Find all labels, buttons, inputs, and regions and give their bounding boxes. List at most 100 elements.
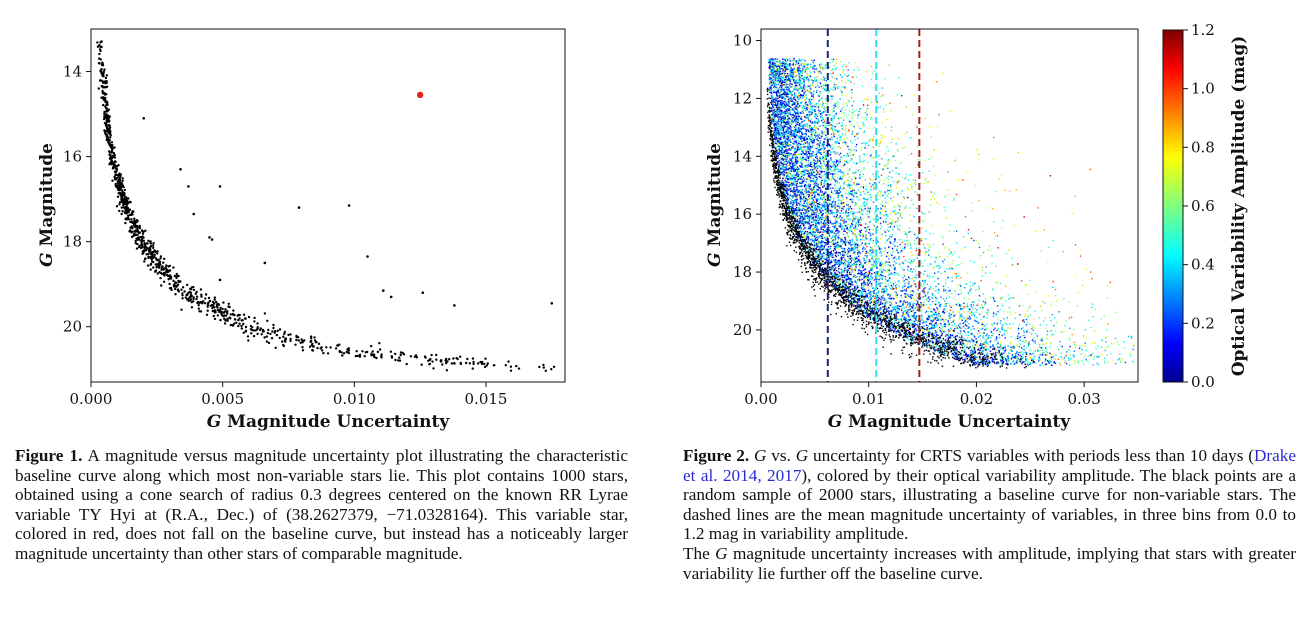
variable-star-point — [906, 313, 908, 315]
baseline-star-point — [135, 247, 139, 250]
variable-star-point — [859, 191, 862, 194]
baseline-star-point — [103, 92, 106, 95]
baseline-star-point — [295, 334, 298, 338]
variable-star-point — [947, 324, 949, 326]
variable-star-point — [926, 293, 929, 295]
variable-star-point — [785, 109, 787, 111]
variable-star-point — [823, 270, 825, 272]
variable-star-point — [795, 118, 798, 121]
variable-star-point — [918, 310, 920, 312]
variable-star-point — [805, 94, 807, 97]
variable-star-point — [857, 246, 859, 248]
variable-star-point — [840, 240, 842, 243]
variable-star-point — [781, 81, 783, 84]
variable-star-point — [864, 160, 866, 162]
variable-star-point — [935, 265, 938, 267]
variable-star-point — [976, 320, 978, 323]
variable-star-point — [857, 260, 860, 262]
variable-star-point — [792, 89, 795, 92]
variable-star-point — [788, 179, 790, 181]
baseline-star-point — [225, 310, 228, 314]
baseline-star-point — [106, 109, 109, 113]
variable-star-point — [906, 279, 909, 281]
variable-star-point — [865, 257, 867, 259]
baseline-star-point — [372, 355, 376, 358]
variable-star-point — [819, 191, 822, 193]
variable-star-point — [780, 141, 783, 144]
variable-star-point — [954, 293, 956, 295]
variable-star-point — [1010, 363, 1012, 365]
variable-star-point — [804, 215, 806, 218]
variable-star-point — [1114, 363, 1117, 365]
variable-star-point — [926, 345, 929, 347]
variable-star-point — [857, 273, 859, 275]
variable-star-point — [786, 123, 788, 125]
variable-star-point — [1006, 329, 1008, 332]
variable-star-point — [881, 95, 883, 97]
variable-star-point — [823, 224, 825, 226]
variable-star-point — [780, 116, 782, 118]
variable-star-point — [893, 271, 896, 274]
baseline-star-point — [177, 290, 181, 293]
variable-star-point — [1022, 353, 1024, 355]
variable-star-point — [842, 102, 845, 104]
variable-star-point — [869, 193, 871, 196]
variable-star-point — [795, 138, 797, 140]
variable-star-point — [859, 216, 862, 219]
variable-star-point — [1075, 346, 1077, 349]
variable-star-point — [865, 250, 867, 253]
baseline-star-point — [301, 349, 305, 352]
variable-star-point — [824, 258, 826, 261]
variable-star-point — [786, 61, 788, 63]
variable-star-point — [871, 263, 873, 266]
variable-star-point — [920, 282, 923, 285]
baseline-star-point — [271, 330, 274, 333]
variable-star-point — [783, 89, 786, 91]
variable-star-point — [989, 341, 991, 343]
variable-star-point — [928, 211, 931, 213]
baseline-star-point — [544, 369, 547, 372]
variable-star-point — [908, 315, 910, 318]
outlier-star-point — [366, 255, 369, 258]
variable-star-point — [912, 293, 914, 295]
variable-star-point — [1000, 298, 1002, 300]
variable-star-point — [832, 177, 834, 180]
variable-star-point — [872, 264, 874, 266]
variable-star-point — [859, 252, 861, 254]
variable-star-point — [878, 274, 880, 276]
variable-star-point — [1003, 310, 1005, 313]
variable-star-point — [969, 357, 971, 359]
variable-star-point — [961, 305, 963, 307]
variable-star-point — [900, 290, 902, 292]
variable-star-point — [847, 264, 849, 266]
variable-star-point — [1041, 337, 1043, 339]
variable-star-point — [1009, 190, 1011, 192]
variable-star-point — [880, 296, 883, 298]
variable-star-point — [796, 218, 799, 221]
variable-star-point — [1116, 341, 1118, 343]
variable-star-point — [880, 264, 882, 266]
variable-star-point — [1070, 358, 1072, 360]
variable-star-point — [844, 243, 846, 245]
variable-star-point — [787, 186, 789, 188]
variable-star-point — [823, 185, 825, 187]
variable-star-point — [994, 235, 996, 237]
variable-star-point — [819, 211, 822, 213]
variable-star-point — [808, 110, 810, 113]
variable-star-point — [776, 122, 778, 124]
variable-star-point — [852, 201, 854, 204]
variable-star-point — [865, 185, 868, 187]
variable-star-point — [831, 244, 833, 246]
variable-star-point — [781, 168, 783, 170]
variable-star-point — [913, 290, 915, 293]
baseline-star-point — [121, 193, 124, 197]
variable-star-point — [987, 311, 990, 313]
variable-star-point — [849, 287, 851, 289]
variable-star-point — [985, 364, 988, 366]
variable-star-point — [813, 159, 815, 161]
variable-star-point — [816, 227, 819, 229]
variable-star-point — [779, 60, 781, 62]
variable-star-point — [782, 151, 784, 154]
baseline-star-point — [140, 238, 144, 241]
variable-star-point — [969, 317, 972, 319]
